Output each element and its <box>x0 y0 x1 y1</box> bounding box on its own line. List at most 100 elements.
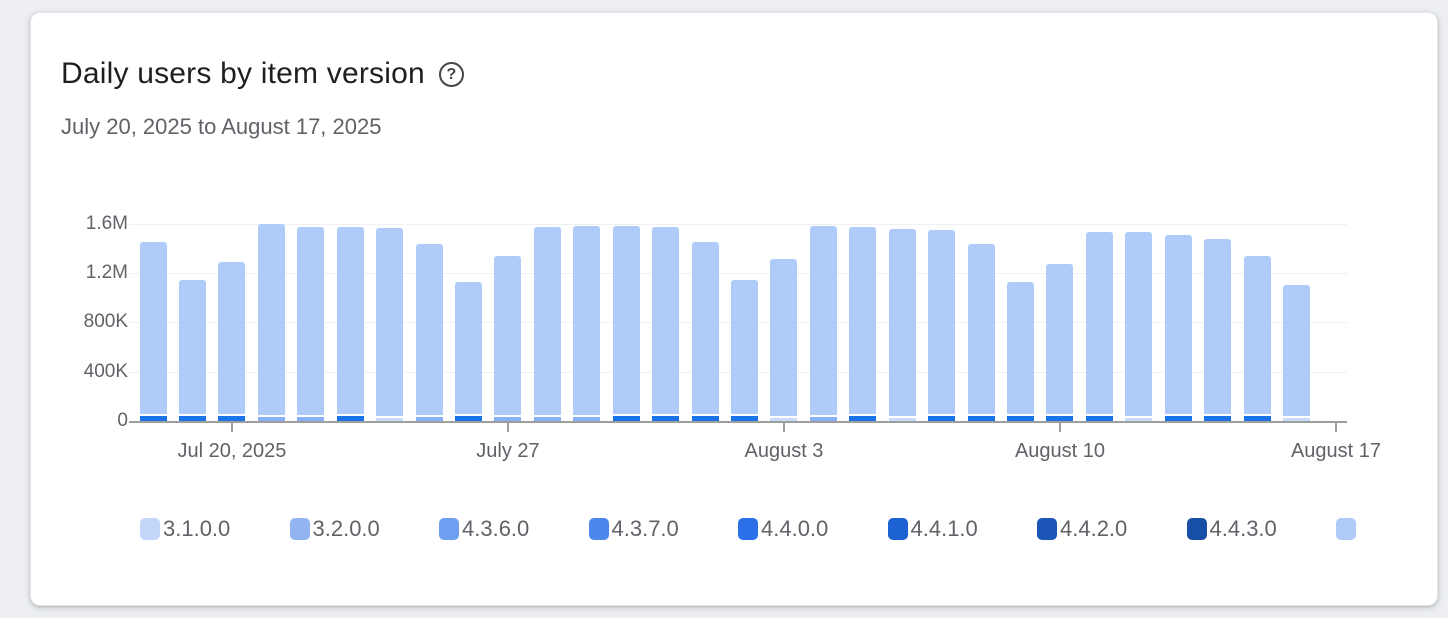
bar-segment-main <box>257 223 285 416</box>
bar-segment-main <box>297 226 325 416</box>
bar[interactable] <box>415 243 443 421</box>
bar-segment-main <box>376 228 404 417</box>
bar[interactable] <box>573 225 601 421</box>
x-axis-label: August 17 <box>1290 440 1382 462</box>
bar-segment-accent <box>415 417 443 421</box>
y-gridline <box>129 223 1347 225</box>
bar[interactable] <box>849 226 877 421</box>
bar-segment-main <box>533 226 561 416</box>
bar-segment-accent <box>1085 416 1113 421</box>
legend-swatch <box>887 518 908 540</box>
bar-segment-seam <box>652 414 680 417</box>
legend-item: 4.4.3.0 <box>1186 517 1277 541</box>
legend-swatch <box>1186 518 1207 540</box>
bar[interactable] <box>1164 234 1192 421</box>
bar[interactable] <box>967 243 995 421</box>
bar-segment-accent <box>612 416 640 421</box>
bar-segment-seam <box>770 416 798 419</box>
bar[interactable] <box>1243 256 1271 421</box>
bar-segment-accent <box>1164 416 1192 421</box>
legend-swatch <box>738 518 758 540</box>
bar-segment-main <box>652 227 680 415</box>
bar-segment-seam <box>1007 414 1035 417</box>
legend-label: 3.2.0.0 <box>312 516 380 541</box>
help-icon[interactable]: ? <box>438 61 464 87</box>
legend-swatch <box>439 518 459 540</box>
bar[interactable] <box>376 228 404 421</box>
bar[interactable] <box>494 256 522 421</box>
bar[interactable] <box>1125 231 1153 421</box>
bar-segment-accent <box>573 417 601 421</box>
legend-swatch <box>1336 518 1356 540</box>
bar[interactable] <box>336 226 364 421</box>
bar[interactable] <box>691 242 719 421</box>
bar[interactable] <box>297 226 325 421</box>
bar[interactable] <box>731 280 759 421</box>
bar[interactable] <box>455 282 483 421</box>
bar-segment-accent <box>1283 418 1311 421</box>
bar-segment-accent <box>257 417 285 421</box>
bar-segment-seam <box>415 415 443 418</box>
x-axis-tick <box>506 423 509 432</box>
bar-segment-seam <box>1125 416 1153 419</box>
x-axis-label: July 27 <box>476 440 540 462</box>
bar-segment-accent <box>770 418 798 421</box>
x-axis-tick <box>1335 423 1337 432</box>
legend-swatch <box>588 518 609 540</box>
bar-segment-accent <box>967 416 995 421</box>
bar-segment-accent <box>1204 416 1232 421</box>
bar-segment-seam <box>573 415 601 418</box>
bar[interactable] <box>1204 238 1232 421</box>
bar-segment-accent <box>139 416 167 421</box>
bar-segment-main <box>770 258 798 417</box>
bar[interactable] <box>257 223 285 421</box>
bar-segment-seam <box>139 414 167 417</box>
bar[interactable] <box>928 230 956 421</box>
bar[interactable] <box>1283 284 1311 421</box>
bar[interactable] <box>809 225 837 421</box>
bar-segment-accent <box>1007 416 1035 421</box>
legend-label: 4.3.6.0 <box>462 516 530 541</box>
bar[interactable] <box>612 225 640 421</box>
y-axis-label: 800K <box>83 311 128 333</box>
bar[interactable] <box>139 242 167 421</box>
bar-segment-main <box>336 226 364 415</box>
bar-segment-accent <box>297 417 325 421</box>
bar[interactable] <box>652 227 680 421</box>
card-header: Daily users by item version ? <box>61 55 464 93</box>
bar-segment-accent <box>652 416 680 421</box>
bar[interactable] <box>1085 232 1113 421</box>
daily-users-card: Daily users by item version ? July 20, 2… <box>30 12 1438 606</box>
x-axis-label: August 10 <box>1014 440 1106 462</box>
bar-segment-main <box>691 242 719 415</box>
bar-segment-main <box>1007 282 1035 415</box>
legend-item <box>1336 517 1356 541</box>
bar-segment-seam <box>218 414 246 417</box>
x-axis-tick <box>782 423 785 432</box>
legend-label: 4.4.0.0 <box>761 516 829 541</box>
chart-title: Daily users by item version <box>61 57 425 90</box>
legend-swatch <box>289 518 310 540</box>
bar-segment-accent <box>179 416 207 421</box>
bar-segment-seam <box>533 415 561 418</box>
y-axis-label: 1.6M <box>85 212 128 234</box>
bar[interactable] <box>179 280 207 421</box>
bar[interactable] <box>1046 264 1074 421</box>
bar[interactable] <box>533 226 561 421</box>
bar-segment-accent <box>888 418 916 421</box>
bar-segment-seam <box>849 414 877 417</box>
chart-legend: 3.1.0.0 3.2.0.0 4.3.6.0 4.3.7.0 4.4.0.0 4.4.1… <box>31 13 1437 605</box>
bar-segment-main <box>967 243 995 415</box>
bar-segment-seam <box>1204 414 1232 417</box>
bar[interactable] <box>218 261 246 421</box>
bar-segment-accent <box>691 416 719 421</box>
bar[interactable] <box>888 229 916 421</box>
bar-segment-seam <box>1243 414 1271 417</box>
bar-segment-seam <box>376 416 404 419</box>
bar-segment-seam <box>494 415 522 418</box>
bar[interactable] <box>770 258 798 421</box>
bar-segment-main <box>139 242 167 415</box>
bar[interactable] <box>1007 282 1035 421</box>
legend-item: 4.4.2.0 <box>1037 517 1127 541</box>
legend-item: 4.3.7.0 <box>588 517 679 541</box>
